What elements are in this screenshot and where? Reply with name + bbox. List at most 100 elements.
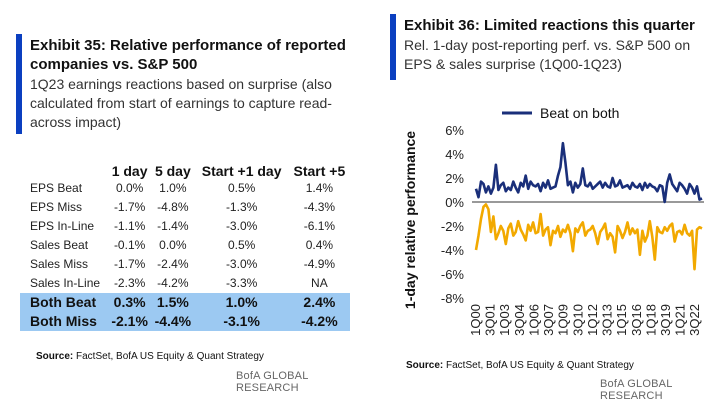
table-header-cell: 1 day: [111, 163, 148, 179]
exhibit-35-subtitle: 1Q23 earnings reactions based on surpris…: [30, 76, 332, 130]
row-label: EPS Beat: [30, 181, 83, 195]
x-tick-label: 3Q01: [483, 304, 498, 336]
series-line-miss-on-both: [474, 203, 703, 271]
x-tick-label: 1Q15: [614, 304, 629, 336]
table-header-row: 1 day 5 day Start +1 day Start +5: [20, 145, 350, 179]
table-cell: 1.0%: [159, 181, 187, 195]
exhibit-36-panel: Exhibit 36: Limited reactions this quart…: [390, 14, 716, 402]
table-row: Sales In-Line -2.3% -4.2% -3.3% NA: [20, 274, 350, 293]
x-tick-label: 1Q12: [585, 304, 600, 336]
y-tick-label: -2%: [441, 219, 465, 234]
table-cell: 1.5%: [151, 293, 195, 312]
table-cell: 2.4%: [288, 293, 350, 312]
exhibit-36-subtitle: Rel. 1-day post-reporting perf. vs. S&P …: [404, 37, 691, 72]
exhibit-36-source: Source: FactSet, BofA US Equity & Quant …: [406, 360, 634, 371]
table-header-cell: Start +5: [293, 163, 346, 179]
exhibit-36-title: Exhibit 36: Limited reactions this quart…: [404, 17, 695, 34]
x-tick-label: 3Q10: [570, 304, 585, 336]
exhibit-36-brand: BofA GLOBAL RESEARCH: [600, 378, 673, 402]
y-tick-label: 2%: [445, 171, 464, 186]
x-tick-label: 3Q13: [600, 304, 615, 336]
x-tick-label: 1Q09: [556, 304, 571, 336]
table-cell: 0.4%: [305, 238, 334, 252]
table-cell: -4.2%: [157, 276, 189, 290]
table-cell: 0.5%: [227, 238, 256, 252]
table-header-cell: 5 day: [154, 163, 191, 179]
table-body: EPS Beat 0.0% 1.0% 0.5% 1.4% EPS Miss -1.7% -4.…: [20, 179, 350, 331]
x-tick-label: 1Q21: [673, 304, 688, 336]
x-tick-label: 3Q19: [658, 304, 673, 336]
x-tick-label: 3Q22: [687, 304, 702, 336]
source-label: Source:: [406, 360, 444, 371]
series-line-beat-on-both: [474, 141, 703, 204]
table-cell: -4.2%: [288, 312, 350, 331]
row-label: EPS In-Line: [30, 219, 95, 233]
exhibit-35-source: Source: FactSet, BofA US Equity & Quant …: [36, 351, 264, 362]
x-tick-label: 1Q18: [643, 304, 658, 336]
table-cell: -4.3%: [303, 200, 336, 214]
table-header-cell: [20, 145, 108, 179]
performance-table: 1 day 5 day Start +1 day Start +5 EPS Be…: [20, 145, 350, 331]
row-label: EPS Miss: [30, 200, 83, 214]
line-chart: 1-day relative performance 6% 4% 2% 0% -2% -4%…: [402, 105, 704, 336]
row-label: Both Miss: [20, 312, 108, 331]
table-row: Sales Miss -1.7% -2.4% -3.0% -4.9%: [20, 255, 350, 274]
y-tick-label: 4%: [445, 147, 464, 162]
table-cell: -6.1%: [303, 219, 336, 233]
table-row: Both Miss -2.1% -4.4% -3.1% -4.2%: [20, 312, 350, 331]
table-cell: -1.4%: [157, 219, 189, 233]
table-cell: 0.0%: [115, 181, 144, 195]
y-tick-label: -4%: [441, 243, 465, 258]
row-label: Sales Beat: [30, 238, 89, 252]
table-cell: 1.0%: [194, 293, 289, 312]
exhibit-35-title: Exhibit 35: Relative performance of repo…: [30, 37, 346, 73]
table-row: EPS Miss -1.7% -4.8% -1.3% -4.3%: [20, 198, 350, 217]
row-label: Sales Miss: [30, 257, 89, 271]
table-cell: 0.0%: [159, 238, 187, 252]
x-tick-label: 1Q03: [497, 304, 512, 336]
x-tick-label: 1Q06: [526, 304, 541, 336]
y-axis-label: 1-day relative performance: [402, 131, 418, 309]
table-cell: -4.4%: [151, 312, 195, 331]
source-text: FactSet, BofA US Equity & Quant Strategy: [443, 360, 634, 371]
table-row: EPS In-Line -1.1% -1.4% -3.0% -6.1%: [20, 217, 350, 236]
x-tick-label: 3Q07: [541, 304, 556, 336]
source-text: FactSet, BofA US Equity & Quant Strategy: [73, 351, 264, 362]
exhibit-35-accent-bar: [16, 34, 22, 134]
x-tick-label: 1Q00: [468, 304, 483, 336]
exhibit-36-accent-bar: [390, 14, 396, 80]
y-tick-label: -8%: [441, 291, 465, 306]
exhibit-35-brand: BofA GLOBAL RESEARCH: [236, 370, 309, 394]
y-tick-label: 6%: [445, 123, 464, 138]
table-header-cell: Start +1 day: [201, 163, 282, 179]
table-cell: -3.1%: [194, 312, 289, 331]
row-label: Both Beat: [20, 293, 108, 312]
table-cell: -1.1%: [113, 219, 146, 233]
table-cell: -0.1%: [113, 238, 146, 252]
table-cell: -2.3%: [113, 276, 146, 290]
table-cell: -4.8%: [157, 200, 189, 214]
table-cell: -1.7%: [113, 200, 146, 214]
source-label: Source:: [36, 351, 74, 362]
table-row: Sales Beat -0.1% 0.0% 0.5% 0.4%: [20, 236, 350, 255]
table-cell: 1.4%: [305, 181, 334, 195]
table-row: EPS Beat 0.0% 1.0% 0.5% 1.4%: [20, 179, 350, 198]
table-cell: 0.3%: [108, 293, 152, 312]
table-cell: -4.9%: [303, 257, 336, 271]
table-cell: -1.3%: [225, 200, 258, 214]
x-tick-label: 3Q16: [629, 304, 644, 336]
table-cell: -3.0%: [225, 219, 258, 233]
table-cell: -2.1%: [108, 312, 152, 331]
y-tick-label: 0%: [445, 195, 464, 210]
table-cell: -3.0%: [225, 257, 258, 271]
table-cell: -1.7%: [113, 257, 146, 271]
legend-label: Beat on both: [540, 105, 619, 121]
table-cell: -3.3%: [225, 276, 258, 290]
table-cell: NA: [311, 276, 328, 290]
table-cell: 0.5%: [227, 181, 256, 195]
exhibit-35-panel: Exhibit 35: Relative performance of repo…: [16, 34, 356, 394]
y-tick-label: -6%: [441, 267, 465, 282]
x-tick-label: 3Q04: [512, 304, 527, 336]
row-label: Sales In-Line: [30, 276, 101, 290]
table-row: Both Beat 0.3% 1.5% 1.0% 2.4%: [20, 293, 350, 312]
